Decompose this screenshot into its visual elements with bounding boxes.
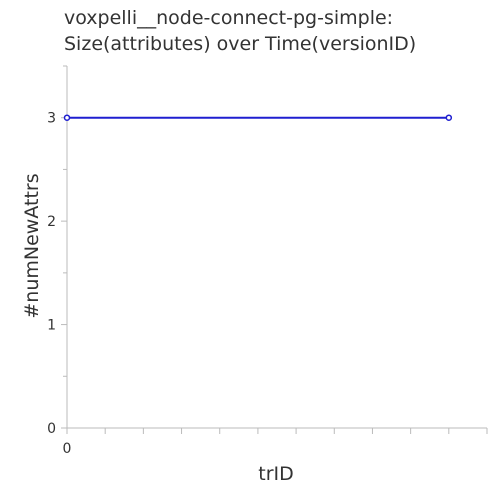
chart-title-line-2: Size(attributes) over Time(versionID) <box>64 33 416 55</box>
y-tick-label: 1 <box>47 318 56 334</box>
axes <box>66 66 487 429</box>
x-axis-ticks: 0 <box>63 428 488 457</box>
x-tick-label: 0 <box>63 441 72 457</box>
y-tick-label: 2 <box>47 214 56 230</box>
chart-title-line-1: voxpelli__node-connect-pg-simple: <box>64 7 393 29</box>
data-point <box>445 114 453 121</box>
series-layer <box>63 114 453 121</box>
x-axis-label: trID <box>258 463 294 485</box>
data-point <box>63 114 71 121</box>
y-tick-label: 3 <box>47 111 56 127</box>
y-axis-label: #numNewAttrs <box>21 173 43 318</box>
y-axis-ticks: 0 1 2 3 <box>47 65 67 437</box>
y-tick-label: 0 <box>47 421 56 437</box>
